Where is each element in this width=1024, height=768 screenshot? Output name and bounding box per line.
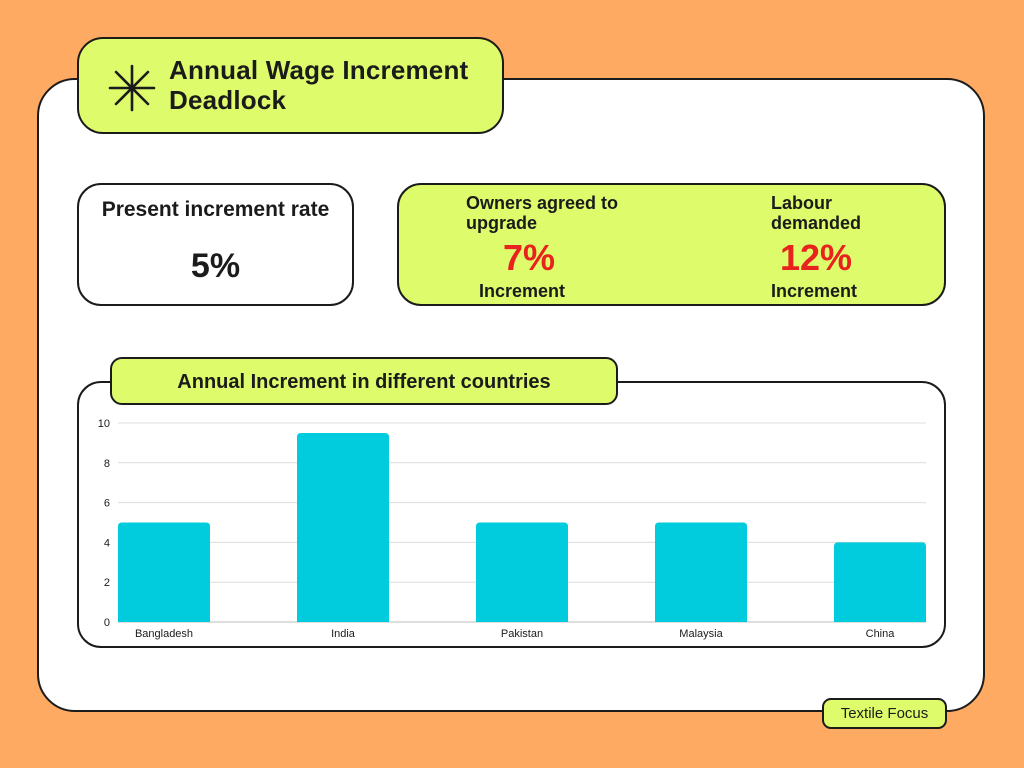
labour-sub: Increment: [771, 281, 858, 301]
owners-label: Owners agreed to upgrade: [466, 193, 619, 233]
y-tick-label: 6: [104, 498, 110, 510]
y-tick-label: 8: [104, 458, 110, 470]
bar-china: [834, 542, 926, 622]
x-tick-label: Pakistan: [501, 628, 543, 640]
chart-title: Annual Increment in different countries: [177, 371, 551, 393]
brand-badge: Textile Focus: [822, 698, 947, 729]
present-rate-value: 5%: [190, 247, 241, 285]
asterisk-icon: [108, 64, 156, 112]
present-rate-label: Present increment rate: [101, 198, 330, 221]
y-tick-label: 4: [104, 537, 110, 549]
bar-bangladesh: [118, 522, 210, 622]
page-title: Annual Wage Increment Deadlock: [169, 55, 469, 115]
y-tick-label: 10: [98, 418, 110, 430]
chart-title-badge: Annual Increment in different countries: [110, 357, 618, 405]
bar-india: [297, 432, 389, 622]
x-tick-label: India: [331, 628, 356, 640]
x-tick-label: China: [866, 628, 896, 640]
y-tick-label: 2: [104, 577, 110, 589]
y-tick-label: 0: [104, 617, 110, 629]
labour-value: 12%: [780, 237, 853, 278]
title-badge: [77, 37, 504, 134]
x-tick-label: Malaysia: [679, 628, 723, 640]
bar-pakistan: [476, 522, 568, 622]
owners-sub: Increment: [479, 281, 566, 301]
owners-value: 7%: [503, 237, 556, 278]
present-rate-card: Present increment rate 5%: [77, 183, 354, 306]
bar-malaysia: [655, 522, 747, 622]
comparison-card: Owners agreed to upgrade 7% Increment La…: [397, 183, 946, 306]
labour-label: Labour demanded: [771, 193, 862, 233]
x-tick-label: Bangladesh: [135, 628, 193, 640]
